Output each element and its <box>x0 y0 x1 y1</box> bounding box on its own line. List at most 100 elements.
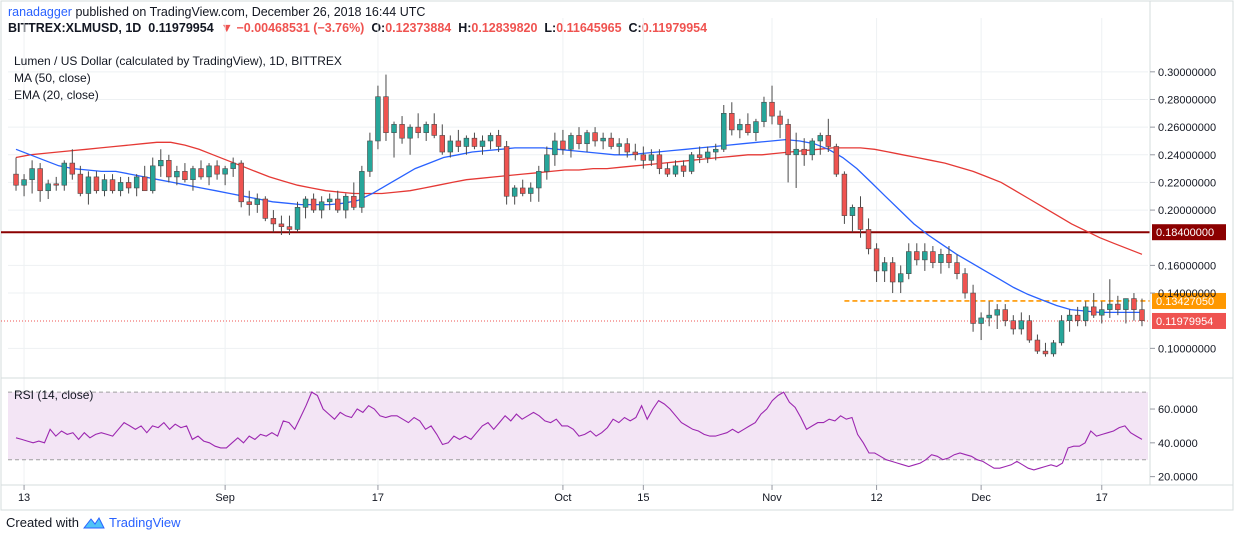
candle-body <box>415 126 421 133</box>
candle <box>335 190 341 213</box>
x-tick-label: Nov <box>762 492 782 504</box>
candle-body <box>278 223 285 227</box>
candle <box>270 210 277 233</box>
candle-body <box>230 162 236 169</box>
candle <box>77 165 84 197</box>
candle-body <box>833 146 840 175</box>
candle-body <box>13 173 19 186</box>
candle-body <box>85 176 92 194</box>
candle-body <box>166 160 172 178</box>
candle <box>857 196 864 238</box>
candle-body <box>61 162 67 186</box>
candle-body <box>568 135 574 150</box>
candle <box>825 118 832 153</box>
candle-body <box>190 168 196 180</box>
candle-body <box>576 135 582 145</box>
candle-body <box>238 162 244 203</box>
candle <box>391 121 397 158</box>
chart-frame <box>0 0 1234 511</box>
candle <box>922 243 928 271</box>
candle <box>254 193 261 213</box>
candle <box>367 132 373 177</box>
candle-body <box>407 126 413 139</box>
candle-body <box>1066 314 1073 321</box>
candle <box>849 204 856 233</box>
candle <box>954 254 960 280</box>
candle <box>399 116 405 144</box>
candle <box>640 146 647 169</box>
candle-body <box>1026 320 1033 341</box>
candle <box>318 196 325 219</box>
candle-body <box>922 251 928 261</box>
rsi-panel <box>8 391 1148 471</box>
candle-body <box>696 154 703 158</box>
candle <box>536 165 542 202</box>
candle <box>439 124 445 155</box>
candle <box>455 129 462 153</box>
tradingview-brand[interactable]: TradingView <box>108 515 181 530</box>
candle <box>1099 301 1105 324</box>
candle <box>278 215 285 235</box>
candle <box>1018 312 1025 335</box>
candle <box>447 135 454 158</box>
candle-body <box>343 195 349 211</box>
author-link[interactable]: ranadagger <box>8 5 72 19</box>
candle-body <box>423 124 429 133</box>
candle-body <box>970 292 976 324</box>
candle <box>881 257 888 282</box>
candle-body <box>302 198 309 208</box>
candle <box>29 160 35 194</box>
y-tick-label: 0.16000000 <box>1158 260 1216 272</box>
candle <box>576 127 582 150</box>
candle-body <box>849 207 856 216</box>
candle-body <box>753 121 759 133</box>
candle-body <box>1058 320 1065 344</box>
candle-body <box>954 262 960 274</box>
candle <box>680 160 687 177</box>
candle <box>101 174 108 197</box>
candle <box>13 157 19 191</box>
candle-body <box>101 179 108 192</box>
candle <box>672 160 679 177</box>
candle <box>986 301 992 327</box>
candle <box>262 196 269 222</box>
candle-body <box>375 96 381 142</box>
candle-body <box>455 140 462 147</box>
candle <box>793 132 799 188</box>
low-value: 0.11645965 <box>556 21 622 35</box>
candle <box>190 165 196 191</box>
candle <box>222 165 228 186</box>
candle <box>198 160 204 180</box>
candle <box>833 143 840 177</box>
candle-body <box>487 135 494 142</box>
candle-body <box>1107 303 1113 310</box>
candle <box>85 171 92 205</box>
candle <box>1050 340 1057 357</box>
candle <box>696 146 703 164</box>
candle-body <box>53 183 59 186</box>
rsi-y-tick-label: 20.0000 <box>1158 472 1198 484</box>
axes: 0.30000000 0.28000000 0.26000000 0.24000000… <box>1 1 1233 504</box>
candle-body <box>737 124 743 131</box>
candle-body <box>359 171 365 208</box>
candle <box>93 171 100 194</box>
candle <box>1058 315 1065 346</box>
candle-body <box>729 113 735 131</box>
candle-body <box>326 198 333 203</box>
candle-body <box>761 101 767 122</box>
candle <box>133 174 140 197</box>
candle-body <box>182 171 188 180</box>
candle-body <box>141 176 148 192</box>
candle <box>777 110 783 139</box>
candle-body <box>608 137 614 147</box>
candle <box>1131 293 1137 321</box>
candle <box>174 165 180 186</box>
candle-body <box>640 154 647 161</box>
candle-body <box>1123 298 1129 310</box>
candle-body <box>511 187 518 197</box>
candle-body <box>624 143 630 153</box>
y-tick-label: 0.14000000 <box>1158 288 1216 300</box>
candle <box>1074 306 1081 327</box>
candle-body <box>45 183 51 192</box>
